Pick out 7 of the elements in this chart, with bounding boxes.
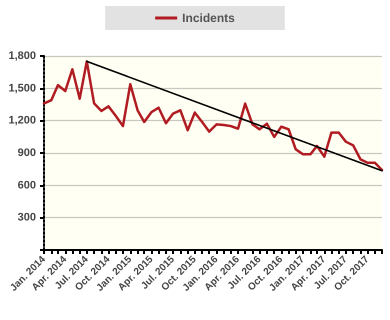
y-tick-label: 600 [18, 179, 36, 192]
y-tick-label: 1,200 [8, 114, 36, 127]
y-tick-label: 900 [18, 147, 36, 159]
legend-label: Incidents [182, 11, 236, 25]
y-tick-label: 1,800 [8, 50, 36, 62]
y-tick-label: 300 [18, 212, 36, 224]
y-tick-label: 1,500 [8, 82, 36, 94]
